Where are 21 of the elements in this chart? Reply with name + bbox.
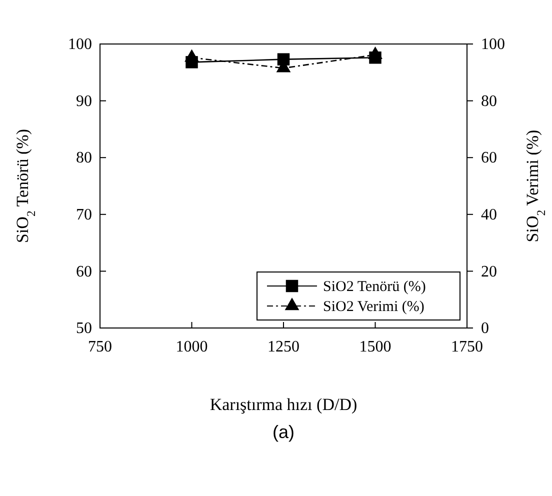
text: (a): [272, 422, 294, 442]
y-tick-label: 90: [76, 92, 92, 110]
legend-label: SiO2 Tenörü (%): [323, 279, 426, 295]
y2-tick-label: 80: [481, 92, 497, 110]
x-tick-label: 1000: [176, 338, 208, 356]
y2-tick-label: 20: [481, 263, 497, 280]
y2-tick-label: 60: [481, 150, 497, 167]
x-tick-label: 1250: [268, 338, 300, 356]
x-tick-label: 1500: [359, 338, 392, 356]
legend-label: SiO2 Verimi (%): [323, 299, 424, 315]
y2-tick-label: 100: [481, 36, 505, 54]
y-tick-label: 50: [76, 320, 92, 338]
x-axis-title: Karıştırma hızı (D/D): [210, 395, 358, 414]
y-tick-label: 80: [76, 150, 92, 167]
x-tick-label: 1750: [451, 338, 483, 356]
y-tick-label: 100: [68, 36, 92, 54]
y-tick-label: 70: [76, 206, 92, 224]
y2-tick-label: 40: [481, 206, 497, 224]
y2-tick-label: 0: [481, 320, 489, 338]
y-tick-label: 60: [76, 263, 92, 280]
x-tick-label: 750: [88, 338, 112, 356]
